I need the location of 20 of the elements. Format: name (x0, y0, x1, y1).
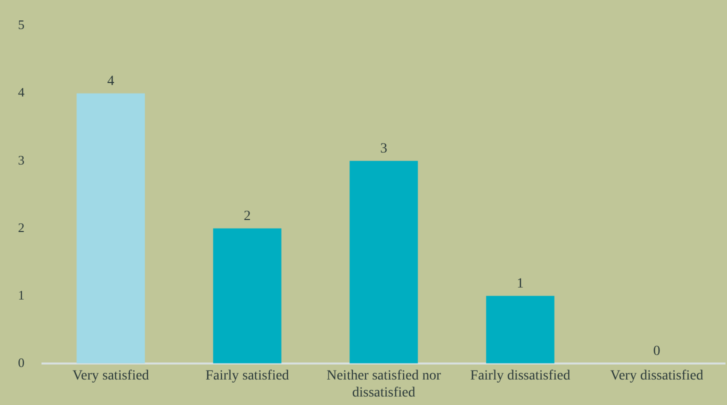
data-label: 4 (107, 74, 114, 89)
data-label: 1 (516, 276, 524, 292)
bar (486, 296, 554, 364)
x-tick-label: Very dissatisfied (610, 368, 704, 384)
x-tick-label: Fairly satisfied (205, 368, 290, 384)
bar (350, 160, 418, 364)
bar (76, 93, 145, 364)
y-tick-label: 0 (18, 354, 24, 370)
y-tick-label: 2 (18, 220, 24, 235)
bar (213, 228, 282, 364)
x-tick-label: Fairly dissatisfied (470, 368, 570, 384)
data-label: 0 (653, 344, 660, 360)
data-label: 2 (244, 209, 251, 224)
y-tick-label: 4 (18, 84, 25, 100)
x-tick-label: Neither satisfied nor dissatisfied (326, 368, 442, 400)
y-tick-label: 5 (18, 17, 24, 32)
y-tick-label: 3 (18, 152, 24, 168)
data-label: 3 (380, 142, 388, 157)
y-tick-label: 1 (18, 287, 24, 302)
x-tick-label: Very satisfied (72, 368, 150, 384)
